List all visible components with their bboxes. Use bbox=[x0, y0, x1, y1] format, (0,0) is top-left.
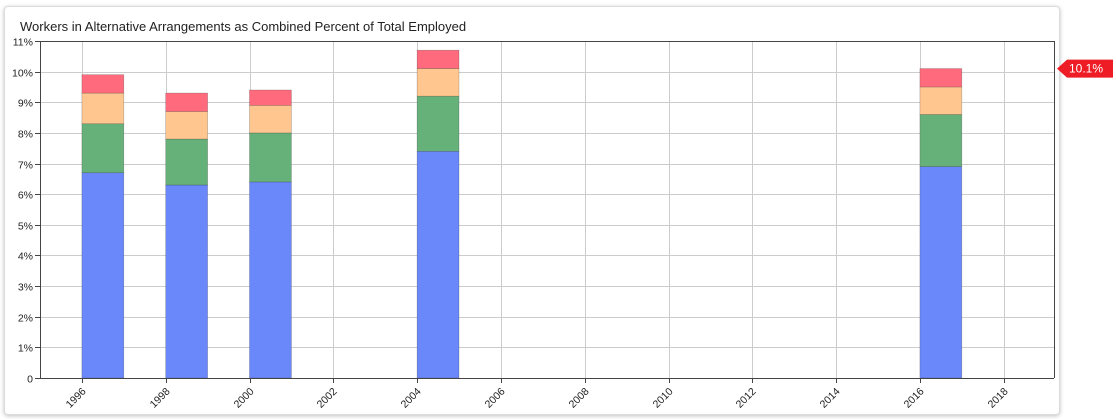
last-value-flag-shape bbox=[1057, 59, 1113, 78]
bars bbox=[81, 49, 963, 379]
y-tick-label: 2% bbox=[18, 313, 33, 325]
bar-segment bbox=[81, 172, 125, 379]
bar-segment bbox=[919, 166, 963, 379]
bar-segment bbox=[416, 150, 460, 379]
chart-title: Workers in Alternative Arrangements as C… bbox=[20, 19, 467, 34]
y-tick-label: 3% bbox=[18, 282, 33, 294]
x-tick-label: 2018 bbox=[986, 386, 1011, 411]
x-tick-label: 2010 bbox=[651, 386, 676, 411]
bar-segment bbox=[81, 74, 125, 94]
bar-segment bbox=[249, 132, 292, 183]
last-value-flag: 10.1% bbox=[1057, 59, 1113, 78]
x-tick-label: 2006 bbox=[483, 386, 508, 411]
y-tick-label: 8% bbox=[18, 129, 33, 141]
x-tick-label: 2014 bbox=[818, 386, 843, 411]
x-tick-label: 2008 bbox=[567, 386, 592, 411]
y-tick-label: 10% bbox=[12, 68, 33, 80]
bar-segment bbox=[919, 68, 963, 88]
x-tick-label: 2016 bbox=[902, 386, 927, 411]
bar-segment bbox=[249, 181, 292, 379]
bar-segment bbox=[416, 49, 460, 69]
y-tick-label: 6% bbox=[18, 190, 33, 202]
x-tick-label: 1996 bbox=[64, 386, 89, 411]
y-tick-label: 5% bbox=[18, 221, 33, 233]
x-tick-label: 2004 bbox=[399, 386, 424, 411]
bar-segment bbox=[249, 89, 292, 106]
bar-segment bbox=[165, 184, 208, 379]
bar-segment bbox=[81, 92, 125, 125]
bar-segment bbox=[165, 111, 208, 140]
y-tick-label: 11% bbox=[13, 37, 33, 49]
bar-segment bbox=[165, 92, 208, 112]
y-tick-label: 1% bbox=[18, 343, 33, 355]
y-tick-label: 0 bbox=[27, 374, 33, 386]
x-tick-label: 2002 bbox=[315, 386, 340, 411]
bar-segment bbox=[165, 138, 208, 186]
last-value-flag-label: 10.1% bbox=[1069, 62, 1103, 76]
bar-segment bbox=[416, 95, 460, 152]
y-tick-label: 9% bbox=[18, 98, 33, 110]
y-tick-label: 7% bbox=[18, 160, 33, 172]
y-tick-label: 4% bbox=[18, 251, 33, 263]
bar-segment bbox=[919, 86, 963, 115]
x-tick-label: 2012 bbox=[734, 386, 759, 411]
bar-segment bbox=[416, 68, 460, 97]
bar-segment bbox=[919, 114, 963, 167]
x-tick-label: 2000 bbox=[232, 386, 257, 411]
bar-segment bbox=[81, 123, 125, 174]
bar-segment bbox=[249, 105, 292, 134]
x-tick-label: 1998 bbox=[148, 386, 173, 411]
